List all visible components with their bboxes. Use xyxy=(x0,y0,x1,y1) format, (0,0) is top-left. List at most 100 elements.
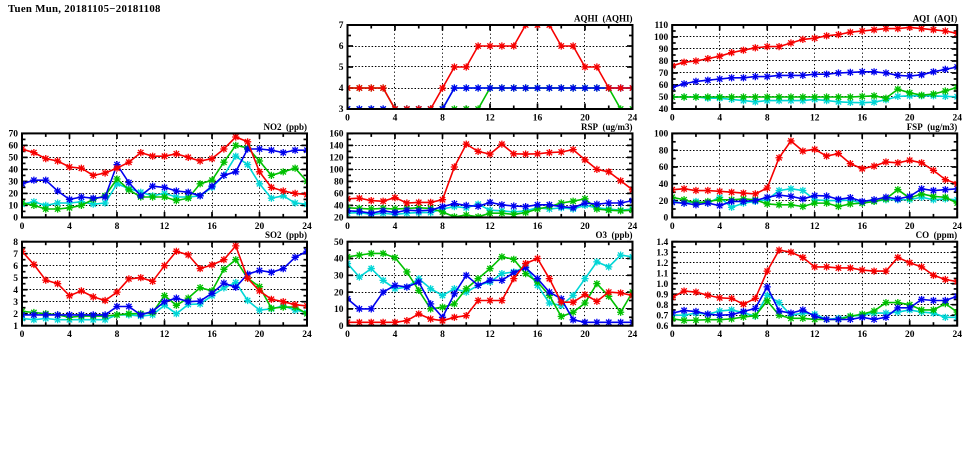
svg-text:1.4: 1.4 xyxy=(656,238,668,248)
svg-text:7: 7 xyxy=(339,21,344,31)
svg-text:3: 3 xyxy=(13,298,18,308)
svg-text:12: 12 xyxy=(160,222,170,232)
svg-text:AQI (AQI): AQI (AQI) xyxy=(913,14,958,24)
svg-text:8: 8 xyxy=(13,238,18,248)
svg-text:0: 0 xyxy=(663,214,668,224)
svg-text:16: 16 xyxy=(207,330,217,340)
svg-text:AQHI (AQHI): AQHI (AQHI) xyxy=(574,14,633,24)
svg-text:CO (ppm): CO (ppm) xyxy=(916,230,958,240)
svg-text:100: 100 xyxy=(654,33,669,43)
svg-text:120: 120 xyxy=(329,154,344,164)
svg-text:12: 12 xyxy=(810,330,820,340)
svg-text:40: 40 xyxy=(334,202,344,212)
svg-text:FSP (ug/m3): FSP (ug/m3) xyxy=(907,122,958,132)
svg-text:5: 5 xyxy=(339,63,344,73)
svg-text:4: 4 xyxy=(393,222,398,232)
svg-text:0: 0 xyxy=(345,330,350,340)
svg-text:8: 8 xyxy=(440,114,445,124)
svg-text:80: 80 xyxy=(659,146,669,156)
svg-text:4: 4 xyxy=(717,222,722,232)
svg-text:20: 20 xyxy=(905,222,915,232)
svg-text:60: 60 xyxy=(9,142,19,152)
svg-text:20: 20 xyxy=(580,222,590,232)
svg-text:80: 80 xyxy=(659,57,669,67)
svg-text:50: 50 xyxy=(334,238,344,248)
svg-text:16: 16 xyxy=(533,222,543,232)
svg-text:24: 24 xyxy=(628,330,638,340)
svg-text:0.6: 0.6 xyxy=(656,322,668,332)
svg-text:100: 100 xyxy=(654,130,669,140)
svg-text:70: 70 xyxy=(659,69,669,79)
svg-text:4: 4 xyxy=(393,114,398,124)
svg-text:0: 0 xyxy=(670,114,675,124)
svg-text:O3 (ppb): O3 (ppb) xyxy=(595,230,632,240)
svg-text:10: 10 xyxy=(9,202,19,212)
svg-text:20: 20 xyxy=(334,214,344,224)
svg-text:24: 24 xyxy=(628,222,638,232)
svg-text:20: 20 xyxy=(580,114,590,124)
svg-text:8: 8 xyxy=(115,330,120,340)
svg-text:8: 8 xyxy=(440,222,445,232)
svg-text:16: 16 xyxy=(533,114,543,124)
svg-text:90: 90 xyxy=(659,45,669,55)
svg-text:20: 20 xyxy=(334,288,344,298)
svg-text:24: 24 xyxy=(952,222,962,232)
svg-text:8: 8 xyxy=(765,330,770,340)
svg-text:NO2 (ppb): NO2 (ppb) xyxy=(263,122,307,132)
svg-text:0: 0 xyxy=(339,322,344,332)
svg-text:160: 160 xyxy=(329,130,344,140)
svg-text:20: 20 xyxy=(580,330,590,340)
svg-text:10: 10 xyxy=(334,305,344,315)
svg-text:0: 0 xyxy=(20,222,25,232)
svg-text:3: 3 xyxy=(339,105,344,115)
svg-text:80: 80 xyxy=(334,178,344,188)
svg-text:50: 50 xyxy=(9,154,19,164)
svg-text:20: 20 xyxy=(659,197,669,207)
svg-text:4: 4 xyxy=(67,330,72,340)
svg-text:24: 24 xyxy=(302,222,312,232)
svg-text:16: 16 xyxy=(207,222,217,232)
svg-text:2: 2 xyxy=(13,310,18,320)
svg-text:70: 70 xyxy=(9,130,19,140)
svg-text:0: 0 xyxy=(670,330,675,340)
svg-text:12: 12 xyxy=(810,114,820,124)
svg-text:0.8: 0.8 xyxy=(656,301,668,311)
svg-text:0: 0 xyxy=(670,222,675,232)
svg-text:16: 16 xyxy=(857,114,867,124)
svg-text:1: 1 xyxy=(13,322,18,332)
svg-text:16: 16 xyxy=(857,330,867,340)
svg-text:30: 30 xyxy=(334,272,344,282)
svg-text:1.2: 1.2 xyxy=(656,259,668,269)
svg-text:RSP (ug/m3): RSP (ug/m3) xyxy=(581,122,633,132)
svg-text:0: 0 xyxy=(20,330,25,340)
svg-text:0: 0 xyxy=(345,114,350,124)
svg-text:8: 8 xyxy=(440,330,445,340)
svg-text:8: 8 xyxy=(115,222,120,232)
svg-text:12: 12 xyxy=(485,114,495,124)
svg-text:24: 24 xyxy=(628,114,638,124)
svg-text:SO2 (ppb): SO2 (ppb) xyxy=(265,230,307,240)
svg-text:16: 16 xyxy=(533,330,543,340)
svg-text:40: 40 xyxy=(659,105,669,115)
svg-text:5: 5 xyxy=(13,274,18,284)
svg-text:7: 7 xyxy=(13,250,18,260)
svg-text:4: 4 xyxy=(339,84,344,94)
svg-text:8: 8 xyxy=(765,222,770,232)
svg-text:1.0: 1.0 xyxy=(656,280,668,290)
svg-text:1.3: 1.3 xyxy=(656,248,668,258)
svg-text:4: 4 xyxy=(717,330,722,340)
svg-text:4: 4 xyxy=(13,286,18,296)
svg-text:4: 4 xyxy=(717,114,722,124)
svg-text:60: 60 xyxy=(659,81,669,91)
svg-text:0: 0 xyxy=(13,214,18,224)
svg-text:40: 40 xyxy=(9,166,19,176)
svg-text:8: 8 xyxy=(765,114,770,124)
svg-text:100: 100 xyxy=(329,166,344,176)
svg-text:40: 40 xyxy=(334,255,344,265)
svg-text:12: 12 xyxy=(160,330,170,340)
svg-text:60: 60 xyxy=(659,163,669,173)
svg-text:20: 20 xyxy=(255,222,265,232)
svg-text:30: 30 xyxy=(9,178,19,188)
svg-text:24: 24 xyxy=(952,330,962,340)
svg-text:20: 20 xyxy=(905,114,915,124)
